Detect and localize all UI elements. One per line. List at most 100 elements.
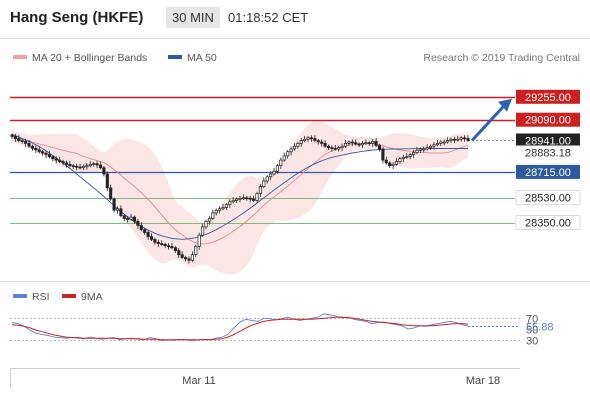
- candle-body: [129, 216, 133, 220]
- candle-body: [238, 197, 242, 200]
- candle-body: [41, 151, 45, 154]
- level-label-bg-ma: [516, 145, 580, 160]
- candle-body: [442, 141, 446, 144]
- forecast-arrowhead: [498, 98, 512, 112]
- candle-body: [422, 148, 426, 151]
- candle-body: [408, 154, 412, 157]
- candle-body: [275, 165, 279, 172]
- candle-body: [343, 143, 348, 147]
- legend-label-ma20: MA 20 + Bollinger Bands: [32, 52, 147, 64]
- candle-body: [136, 220, 140, 226]
- candle-body: [350, 141, 354, 144]
- candle-body: [289, 148, 293, 153]
- candle-body: [354, 142, 358, 145]
- candle-body: [218, 208, 222, 211]
- candle-body: [61, 161, 65, 164]
- candle-body: [132, 216, 137, 222]
- candle-body: [197, 234, 201, 247]
- legend-swatch-9ma: [62, 294, 76, 298]
- candle-body: [24, 140, 28, 144]
- candle-body: [456, 138, 460, 141]
- candle-body: [102, 167, 106, 175]
- candle-body: [286, 151, 290, 157]
- candle-body: [282, 155, 286, 161]
- candle-body: [177, 250, 181, 256]
- instrument-title: Hang Seng (HKFE): [10, 9, 144, 26]
- candle-body: [279, 159, 283, 167]
- candle-body: [323, 143, 327, 147]
- timestamp: 01:18:52 CET: [228, 10, 309, 25]
- candle-body: [126, 218, 130, 220]
- level-label-28883.18: 28883.18: [525, 148, 571, 160]
- candle-body: [262, 180, 266, 187]
- legend-swatch-ma50: [168, 55, 182, 59]
- candle-body: [34, 147, 38, 151]
- candle-body: [415, 149, 419, 153]
- level-label-bg-last: [516, 133, 580, 148]
- candle-body: [228, 201, 232, 205]
- candle-body: [58, 159, 62, 162]
- x-tick-mar-11: Mar 11: [182, 375, 215, 387]
- candle-body: [258, 186, 262, 194]
- candle-body: [115, 208, 120, 211]
- candle-body: [439, 141, 443, 144]
- candle-body: [224, 204, 228, 208]
- candle-body: [309, 137, 314, 140]
- candle-body: [75, 165, 79, 168]
- candle-body: [47, 154, 51, 157]
- candle-body: [357, 143, 361, 146]
- chart-header: Hang Seng (HKFE) 30 MIN 01:18:52 CET: [0, 0, 590, 38]
- candle-body: [326, 145, 331, 148]
- candle-body: [54, 158, 58, 161]
- candle-body: [292, 145, 297, 150]
- candle-body: [320, 141, 324, 144]
- candle-body: [44, 152, 48, 155]
- candle-body: [10, 134, 14, 137]
- candle-body: [306, 137, 310, 140]
- level-label-bg-resistance: [516, 112, 580, 127]
- legend-swatch-rsi: [13, 294, 27, 298]
- level-label-28941.00: 28941.00: [525, 136, 571, 148]
- candle-body: [214, 209, 218, 214]
- candle-body: [330, 147, 334, 149]
- candle-body: [173, 247, 177, 251]
- candle-body: [160, 243, 164, 245]
- candle-body: [92, 163, 96, 165]
- rsi-tick-50: 50: [526, 325, 538, 337]
- candle-body: [88, 163, 92, 167]
- candle-body: [405, 156, 409, 158]
- interval-badge[interactable]: 30 MIN: [166, 7, 220, 28]
- candle-body: [313, 138, 317, 141]
- candle-body: [112, 198, 116, 211]
- credit-text: Research © 2019 Trading Central: [423, 52, 580, 64]
- candle-body: [13, 136, 17, 139]
- candle-body: [194, 245, 198, 255]
- candle-body: [190, 254, 194, 261]
- candle-body: [139, 225, 143, 231]
- candle-body: [71, 165, 75, 168]
- level-label-bg-support: [515, 215, 581, 230]
- candle-body: [187, 258, 191, 261]
- candle-body: [418, 148, 422, 151]
- candle-body: [446, 140, 450, 143]
- level-label-28350.00: 28350.00: [525, 218, 571, 230]
- candle-body: [388, 162, 392, 167]
- candle-body: [20, 140, 24, 142]
- candle-body: [398, 158, 402, 162]
- candle-body: [401, 156, 405, 160]
- rsi-series-9MA: [11, 316, 469, 341]
- level-label-29090.00: 29090.00: [525, 115, 571, 127]
- candle-body: [166, 245, 171, 248]
- legend-label-rsi: RSI: [32, 291, 50, 303]
- candle-body: [381, 148, 385, 161]
- candle-body: [221, 207, 225, 210]
- candle-body: [149, 236, 154, 240]
- candle-body: [449, 138, 453, 141]
- candle-body: [269, 173, 273, 178]
- candle-body: [459, 137, 463, 140]
- rsi-series-RSI: [11, 313, 469, 342]
- candle-body: [316, 140, 320, 143]
- candle-body: [265, 176, 269, 182]
- candle-body: [109, 187, 113, 200]
- candle-body: [429, 145, 433, 148]
